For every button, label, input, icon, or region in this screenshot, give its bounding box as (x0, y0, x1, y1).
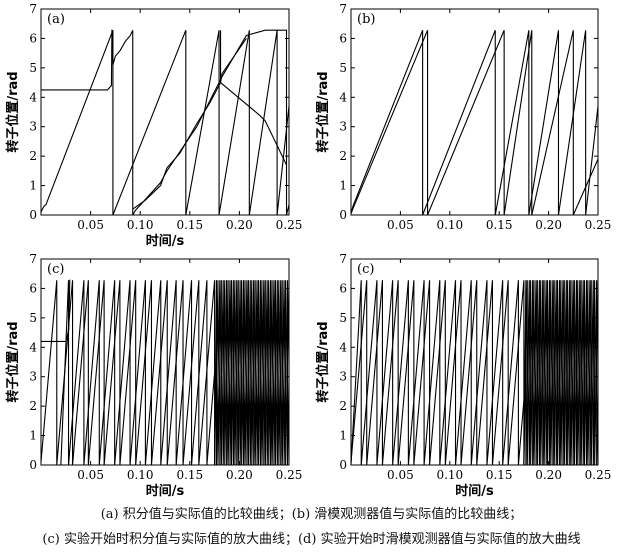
x-tick-label: 0.15 (176, 218, 203, 232)
series-line-4 (523, 280, 598, 465)
panel-label: (a) (47, 12, 65, 27)
plot-area (41, 279, 289, 465)
y-tick-label: 4 (29, 90, 37, 104)
series-line-2 (351, 280, 525, 465)
plot-area (351, 29, 598, 215)
y-axis-label: 转子位置/rad (315, 71, 331, 152)
x-tick-label: 0.20 (226, 468, 253, 482)
y-tick-label: 0 (339, 458, 347, 472)
panel-label: (c) (47, 262, 64, 277)
x-tick-label: 0.25 (276, 468, 303, 482)
y-tick-label: 2 (29, 149, 37, 163)
y-tick-label: 6 (339, 281, 347, 295)
x-tick-label: 0.10 (127, 218, 154, 232)
y-tick-label: 3 (339, 120, 347, 134)
plot-frame (350, 8, 599, 216)
plot-area (41, 29, 289, 215)
x-tick-label: 0.20 (535, 468, 562, 482)
caption-line-1: (a) 积分值与实际值的比较曲线；(b) 滑模观测器值与实际值的比较曲线； (100, 507, 523, 522)
y-tick-label: 1 (339, 179, 347, 193)
series-line-1 (41, 280, 216, 465)
y-tick-label: 1 (339, 429, 347, 443)
y-axis-label: 转子位置/rad (315, 321, 331, 402)
y-tick-label: 5 (339, 61, 347, 75)
x-tick-label: 0.10 (436, 468, 463, 482)
x-tick-label: 0.25 (585, 218, 612, 232)
panel-label: (b) (357, 12, 375, 27)
y-tick-label: 2 (339, 399, 347, 413)
y-tick-label: 0 (29, 208, 37, 222)
y-tick-label: 6 (339, 31, 347, 45)
y-tick-label: 3 (29, 120, 37, 134)
x-tick-label: 0.05 (77, 218, 104, 232)
y-tick-label: 4 (29, 340, 37, 354)
x-tick-label: 0.15 (486, 218, 513, 232)
y-tick-label: 4 (339, 90, 347, 104)
panel-3: 0 1 2 3 4 5 6 7 0.05 0.10 0.15 0.20 0.25 时间/s 转子位置/rad… (5, 252, 302, 499)
x-tick-label: 0.05 (77, 468, 104, 482)
series-line-1 (351, 29, 598, 215)
x-tick-label: 0.20 (226, 218, 253, 232)
series-line-4 (220, 30, 288, 166)
y-tick-label: 6 (29, 281, 37, 295)
y-tick-label: 7 (339, 2, 347, 16)
x-axis-label: 时间/s (146, 483, 185, 499)
series-line-3 (132, 38, 247, 210)
x-tick-label: 0.05 (387, 218, 414, 232)
panel-4: 0 1 2 3 4 5 6 7 0.05 0.10 0.15 0.20 0.25 时间/s 转子位置/rad… (315, 252, 611, 499)
y-tick-label: 6 (29, 31, 37, 45)
y-tick-label: 5 (29, 61, 37, 75)
panel-1: 0 1 2 3 4 5 6 7 0.05 0.10 0.15 0.20 0.25 时间/s 转子位置/rad… (5, 2, 302, 249)
y-axis-label: 转子位置/rad (5, 321, 21, 402)
series-line-1 (41, 29, 289, 215)
panel-label: (c) (357, 262, 374, 277)
caption-line-2: (c) 实验开始时积分值与实际值的放大曲线；(d) 实验开始时滑模观测器值与实际… (42, 532, 581, 547)
y-tick-label: 7 (339, 252, 347, 266)
plot-frame (40, 8, 290, 216)
series-line-2 (351, 29, 598, 215)
y-tick-label: 1 (29, 179, 37, 193)
y-tick-label: 0 (29, 458, 37, 472)
y-tick-label: 5 (339, 311, 347, 325)
x-tick-label: 0.10 (127, 468, 154, 482)
y-tick-label: 2 (339, 149, 347, 163)
series-line-4 (214, 280, 289, 465)
series-line-plateau (41, 279, 71, 342)
plot-area (351, 280, 598, 465)
x-tick-label: 0.10 (436, 218, 463, 232)
y-tick-label: 7 (29, 2, 37, 16)
panel-2: 0 1 2 3 4 5 6 7 0.05 0.10 0.15 0.20 0.25 转子位置/rad (b) (315, 2, 611, 232)
x-axis-label: 时间/s (146, 233, 185, 249)
y-tick-label: 3 (339, 370, 347, 384)
y-tick-label: 2 (29, 399, 37, 413)
y-axis-label: 转子位置/rad (5, 71, 21, 152)
y-tick-label: 4 (339, 340, 347, 354)
x-tick-label: 0.05 (387, 468, 414, 482)
x-tick-label: 0.15 (486, 468, 513, 482)
x-tick-label: 0.25 (276, 218, 303, 232)
series-line-2 (60, 280, 216, 465)
y-tick-label: 7 (29, 252, 37, 266)
y-tick-label: 5 (29, 311, 37, 325)
series-line-2 (41, 29, 289, 215)
x-tick-label: 0.25 (585, 468, 612, 482)
y-tick-label: 0 (339, 208, 347, 222)
x-axis-label: 时间/s (455, 483, 494, 499)
x-tick-label: 0.20 (535, 218, 562, 232)
x-tick-label: 0.15 (176, 468, 203, 482)
y-tick-label: 1 (29, 429, 37, 443)
y-tick-label: 3 (29, 370, 37, 384)
